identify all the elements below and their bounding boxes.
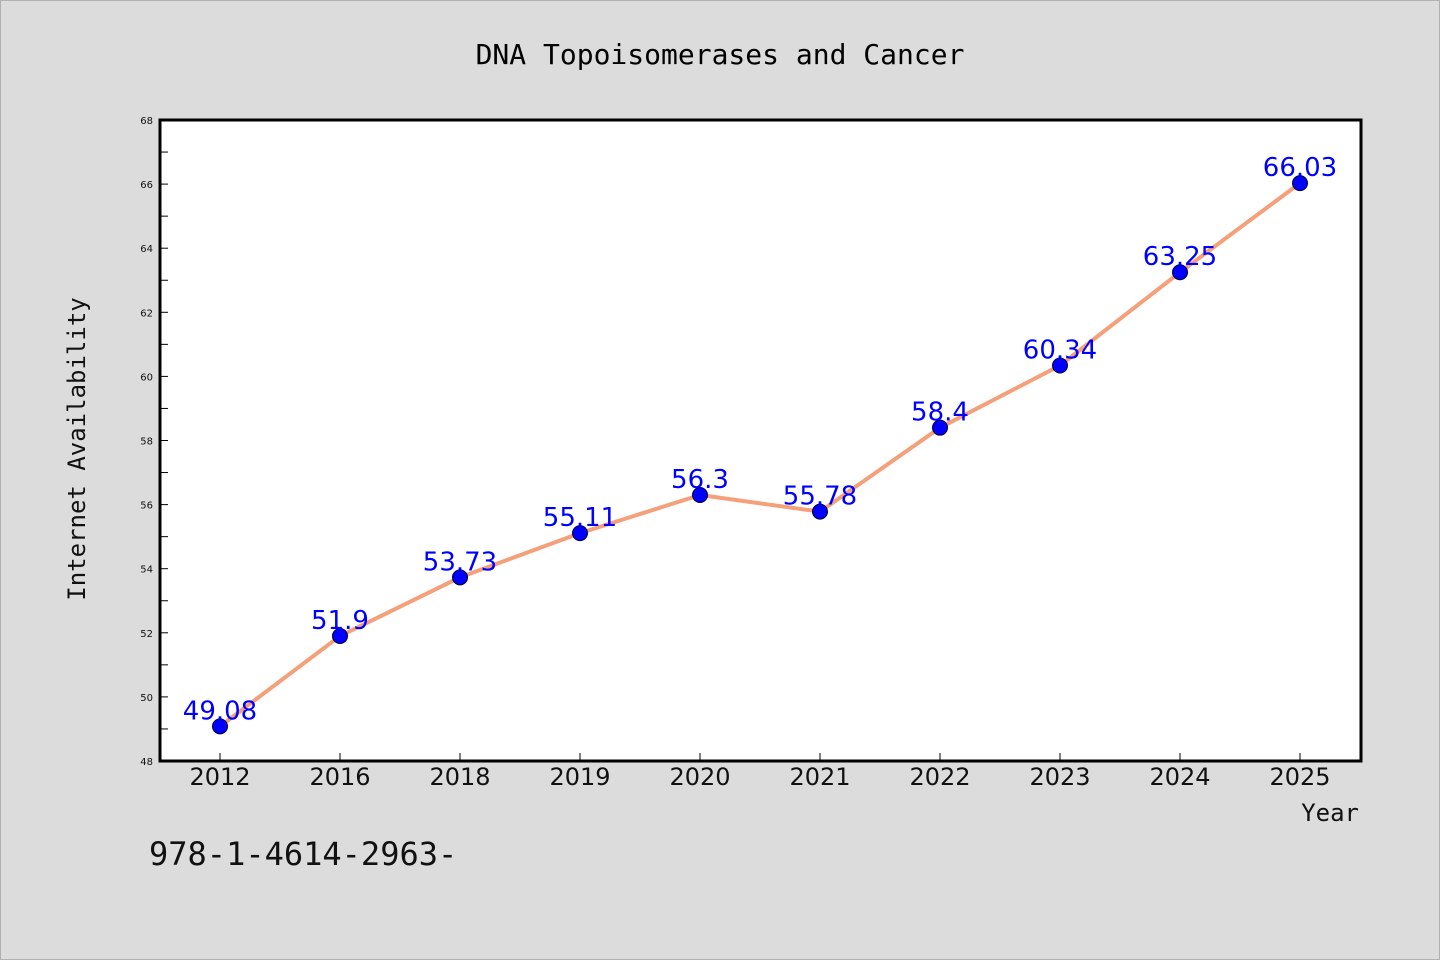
data-point [1292, 175, 1308, 192]
x-tick-label: 2018 [429, 763, 490, 791]
series-group: 49.08 51.9 53.73 55.11 56.3 55.78 58.4 60.34 63.… [183, 153, 1337, 735]
data-point [812, 503, 828, 520]
data-label: 66.03 [1263, 153, 1337, 183]
y-tick-label: 60 [140, 372, 153, 383]
x-tick-label: 2019 [549, 763, 610, 791]
footnote-text: 978-1-4614-2963- [149, 835, 457, 873]
x-tick-label: 2016 [309, 763, 370, 791]
data-point [332, 628, 348, 645]
y-tick-label: 52 [140, 629, 153, 640]
y-tick-label: 68 [140, 116, 153, 127]
y-tick-label: 56 [140, 501, 153, 512]
data-label: 55.11 [543, 503, 617, 533]
data-label: 49.08 [183, 696, 257, 726]
data-point [212, 718, 228, 735]
x-tick-label: 2012 [189, 763, 250, 791]
y-tick-label: 64 [140, 244, 153, 255]
y-tick-label: 48 [140, 757, 153, 768]
chart-title: DNA Topoisomerases and Cancer [476, 38, 965, 71]
data-label: 60.34 [1023, 336, 1097, 366]
y-tick-label: 54 [140, 565, 153, 576]
x-tick-label: 2023 [1029, 763, 1090, 791]
data-point [452, 569, 468, 586]
data-label: 51.9 [311, 606, 369, 636]
data-point [932, 419, 948, 436]
x-tick-label: 2021 [789, 763, 850, 791]
x-tick-label: 2025 [1269, 763, 1330, 791]
data-point [1052, 357, 1068, 374]
data-point [1172, 264, 1188, 281]
plot-area [158, 118, 1363, 763]
y-axis: 48 50 52 54 56 58 60 62 64 66 68 [140, 116, 168, 768]
data-label: 58.4 [911, 398, 969, 428]
x-tick-label: 2024 [1149, 763, 1210, 791]
y-axis-title: Internet Availability [63, 297, 91, 600]
data-point [692, 486, 708, 503]
x-axis-title: Year [1301, 799, 1359, 827]
data-label: 56.3 [671, 465, 729, 495]
y-tick-label: 50 [140, 693, 153, 704]
y-tick-label: 58 [140, 437, 153, 448]
data-label: 53.73 [423, 547, 497, 577]
data-label: 55.78 [783, 482, 857, 512]
x-tick-label: 2020 [669, 763, 730, 791]
x-tick-label: 2022 [909, 763, 970, 791]
x-axis: 2012 2016 2018 2019 2020 2021 2022 2023 2024 2025 [189, 753, 1331, 791]
y-tick-label: 62 [140, 308, 153, 319]
data-point [572, 525, 588, 542]
data-label: 63.25 [1143, 242, 1217, 272]
series-line [218, 181, 1302, 729]
y-tick-label: 66 [140, 180, 153, 191]
